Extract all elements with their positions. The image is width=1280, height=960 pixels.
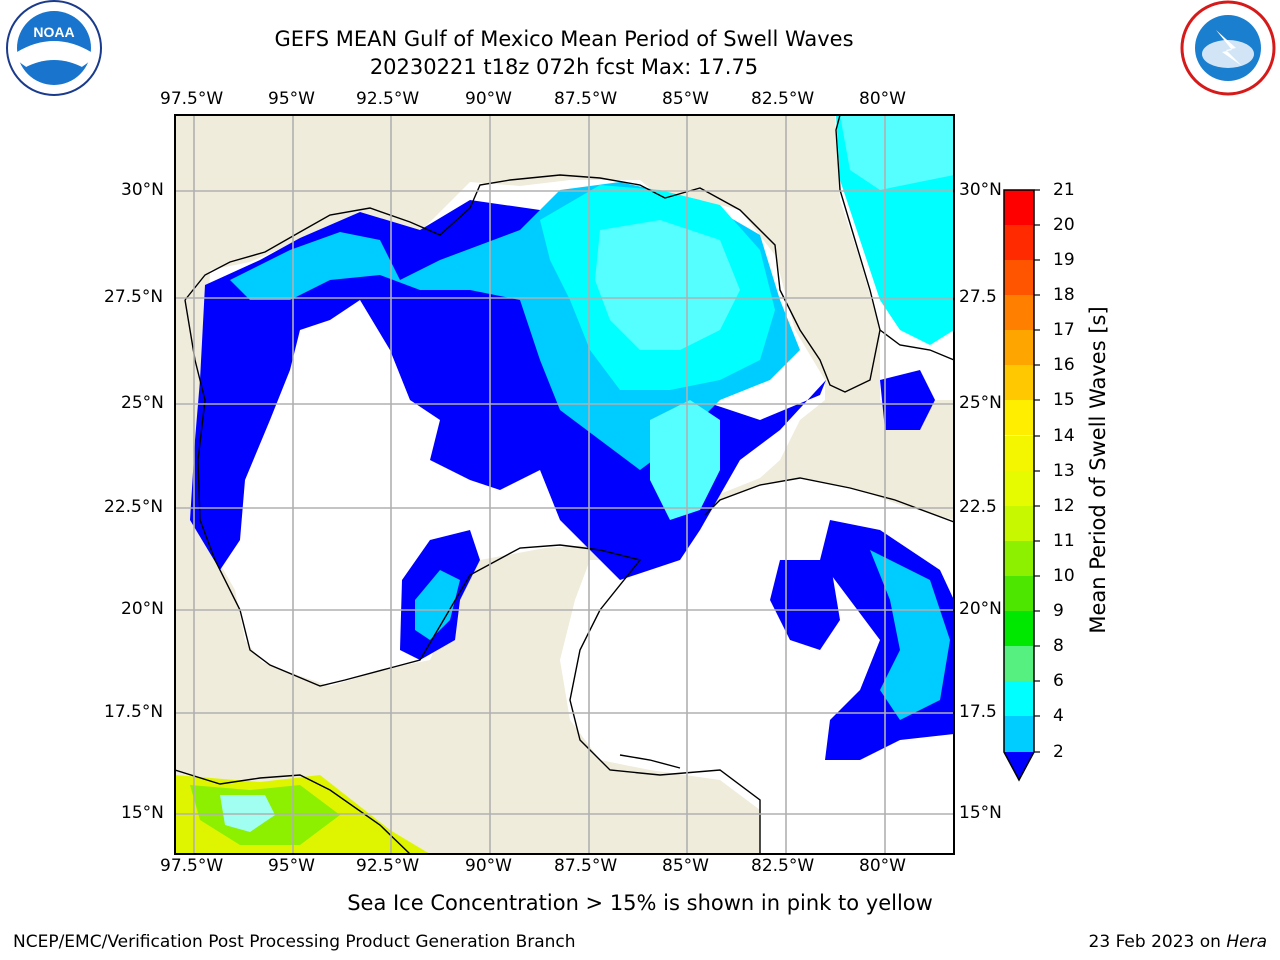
colorbar-label: Mean Period of Swell Waves [s] [1086,306,1110,634]
cbar-swatch-12-13 [1004,471,1034,507]
colorbar-tick-label: 21 [1053,180,1075,200]
lon-tick-bottom: 82.5°W [751,856,815,876]
noaa-logo: NOAA [6,0,102,96]
lon-tick-bottom: 90°W [465,856,512,876]
colorbar-tick-label: 2 [1053,742,1064,762]
swell-cuba-channel [650,400,720,520]
colorbar-tick-label: 6 [1053,671,1064,691]
colorbar-tick-label: 8 [1053,636,1064,656]
graticule [175,115,954,854]
colorbar-tick-label: 4 [1053,706,1064,726]
nws-logo [1180,0,1276,96]
host-name: Hera [1226,932,1267,952]
cbar-swatch-11-12 [1004,506,1034,542]
swell-campeche-inner [415,570,460,640]
map-frame [174,114,955,855]
lat-tick-left: 25°N [121,393,164,413]
lon-tick-top: 82.5°W [751,89,815,109]
cbar-swatch-2-4 [1004,716,1034,752]
cbar-extend-triangle [1004,752,1034,780]
colorbar-tick-label: 9 [1053,601,1064,621]
lon-tick-top: 85°W [662,89,709,109]
colorbar-tick-label: 14 [1053,426,1075,446]
map-subtitle: 20230221 t18z 072h fcst Max: 17.75 [369,55,759,79]
lat-tick-right: 15°N [959,803,1002,823]
run-date-text: 23 Feb 2023 on [1088,932,1227,952]
run-date: 23 Feb 2023 on Hera [1089,932,1267,952]
colorbar-tick-label: 16 [1053,355,1075,375]
swell-belize [770,560,840,650]
lon-tick-bottom: 85°W [662,856,709,876]
colorbar-tick-label: 19 [1053,250,1075,270]
swell-caribbean-east-inner [870,550,950,720]
colorbar [1003,189,1040,782]
colorbar-tick-label: 12 [1053,496,1075,516]
lat-tick-right: 30°N [959,180,1002,200]
cbar-swatch-9-10 [1004,576,1034,612]
lon-tick-top: 80°W [859,89,906,109]
lon-tick-bottom: 87.5°W [554,856,618,876]
lat-tick-right: 17.5 [959,702,997,722]
cbar-swatch-18-19 [1004,260,1034,296]
noaa-logo-text: NOAA [33,24,74,40]
map-area [175,115,954,854]
lon-tick-top: 95°W [268,89,315,109]
cbar-swatch-14-15 [1004,400,1034,436]
lon-tick-bottom: 80°W [859,856,906,876]
lat-tick-left: 20°N [121,599,164,619]
lon-tick-bottom: 97.5°W [160,856,224,876]
swell-band-8-9 [595,220,740,350]
lat-tick-right: 20°N [959,599,1002,619]
cbar-swatch-20-21 [1004,190,1034,226]
coastlines [175,115,954,854]
cbar-tick-marks [1034,189,1040,753]
cbar-swatch-6-8 [1004,646,1034,682]
colorbar-tick-label: 10 [1053,566,1075,586]
cbar-outline [1003,189,1035,782]
cbar-swatch-10-11 [1004,541,1034,577]
cbar-swatch-16-17 [1004,330,1034,366]
cbar-swatch-4-6 [1004,681,1034,717]
lon-tick-bottom: 92.5°W [356,856,420,876]
cbar-swatch-13-14 [1004,436,1034,472]
lat-tick-right: 22.5 [959,497,997,517]
lon-tick-top: 97.5°W [160,89,224,109]
lat-tick-right: 27.5 [959,287,997,307]
swell-bahamas [880,370,935,430]
lon-tick-top: 90°W [465,89,512,109]
lat-tick-right: 25°N [959,393,1002,413]
lat-tick-left: 15°N [121,803,164,823]
lon-tick-bottom: 95°W [268,856,315,876]
map-title: GEFS MEAN Gulf of Mexico Mean Period of … [274,27,854,51]
colorbar-tick-label: 20 [1053,215,1075,235]
credit-line: NCEP/EMC/Verification Post Processing Pr… [13,932,576,952]
lat-tick-left: 17.5°N [104,702,164,722]
lat-tick-left: 30°N [121,180,164,200]
lon-tick-top: 87.5°W [554,89,618,109]
cbar-swatch-15-16 [1004,365,1034,401]
colorbar-tick-label: 11 [1053,531,1075,551]
lat-tick-left: 27.5°N [104,287,164,307]
colorbar-tick-label: 15 [1053,390,1075,410]
colorbar-tick-label: 18 [1053,285,1075,305]
colorbar-tick-label: 17 [1053,320,1075,340]
cbar-swatch-8-9 [1004,611,1034,647]
cbar-swatch-17-18 [1004,295,1034,331]
sea-ice-note: Sea Ice Concentration > 15% is shown in … [347,891,933,915]
colorbar-tick-label: 13 [1053,461,1075,481]
swell-atlantic-inner [840,115,954,190]
cbar-swatch-19-20 [1004,225,1034,261]
lon-tick-top: 92.5°W [356,89,420,109]
lat-tick-left: 22.5°N [104,497,164,517]
